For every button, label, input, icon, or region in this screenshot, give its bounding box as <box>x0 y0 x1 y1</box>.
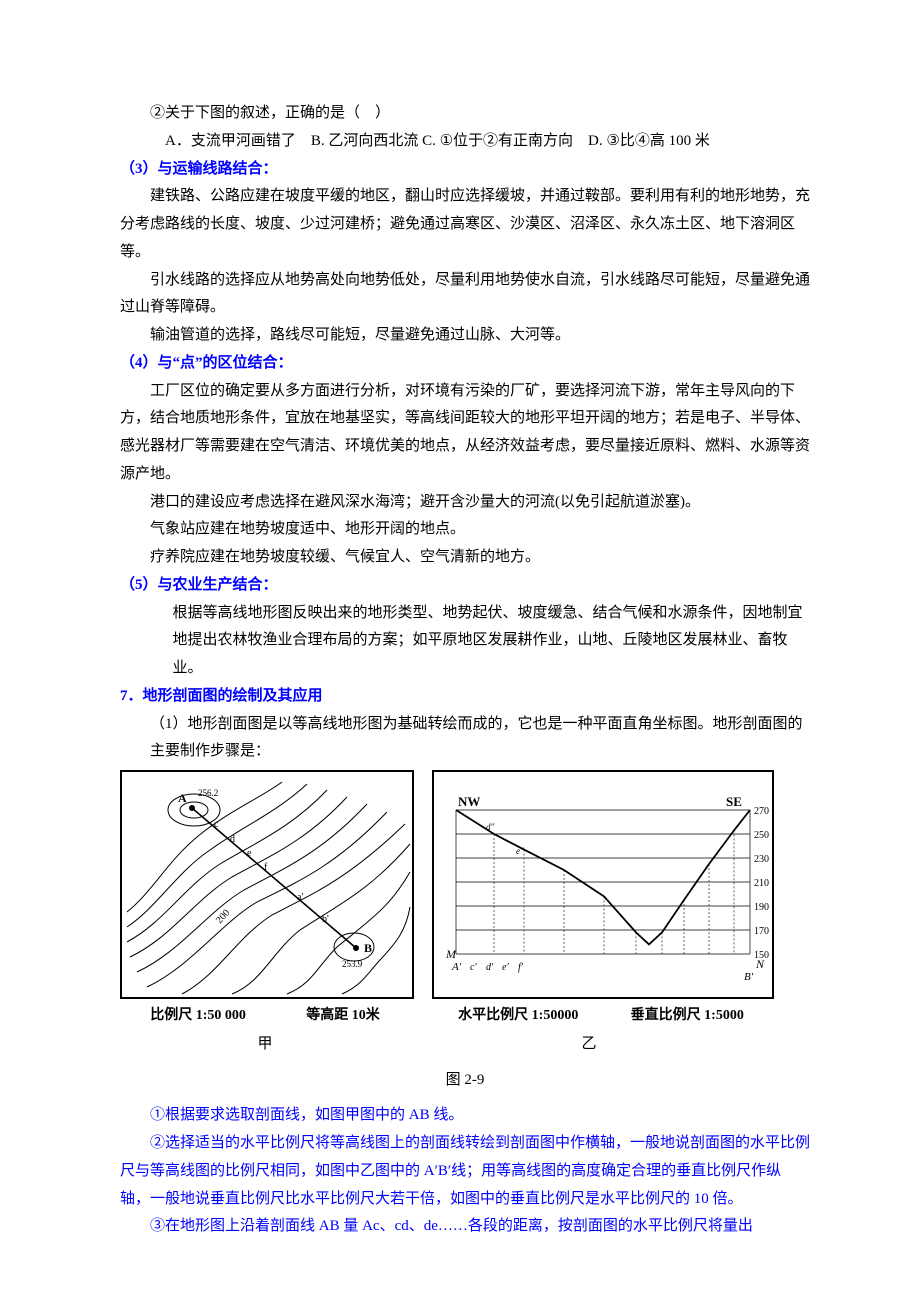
svg-text:f': f' <box>518 962 524 973</box>
point-A-elev: 256.2 <box>198 788 218 798</box>
svg-text:c': c' <box>470 962 477 973</box>
svg-text:250: 250 <box>754 830 769 841</box>
point-B-elev: 253.9 <box>342 959 363 969</box>
nw-label: NW <box>458 794 480 809</box>
question-2-options: A．支流甲河画错了 B. 乙河向西北流 C. ①位于②有正南方向 D. ③比④高… <box>120 128 810 156</box>
step-2: ②选择适当的水平比例尺将等高线图上的剖面线转绘到剖面图中作横轴，一般地说剖面图的… <box>120 1130 810 1213</box>
svg-text:e': e' <box>502 962 509 973</box>
svg-text:270: 270 <box>754 806 769 817</box>
contour-interval-label: 等高距 10米 <box>306 1003 380 1029</box>
contour-map: A 256.2 B 253.9 c d e f a' b' 200 <box>120 770 414 999</box>
contour-svg: A 256.2 B 253.9 c d e f a' b' 200 <box>122 772 412 997</box>
svg-text:a': a' <box>297 892 303 903</box>
section-4-p3: 气象站应建在地势坡度适中、地形开阔的地点。 <box>120 516 810 544</box>
document-page: ②关于下图的叙述，正确的是（ ） A．支流甲河画错了 B. 乙河向西北流 C. … <box>0 0 920 1301</box>
section-7-intro: （1）地形剖面图是以等高线地形图为基础转绘而成的，它也是一种平面直角坐标图。地形… <box>120 711 810 767</box>
svg-text:170: 170 <box>754 926 769 937</box>
svg-text:e: e <box>247 848 252 859</box>
svg-text:210: 210 <box>754 878 769 889</box>
profile-svg: NW SE <box>434 772 772 997</box>
section-7-title: 7．地形剖面图的绘制及其应用 <box>120 683 810 711</box>
profile-hscale-label: 水平比例尺 1:50000 <box>458 1003 578 1029</box>
contour-panel: A 256.2 B 253.9 c d e f a' b' 200 比例尺 1:… <box>120 770 414 1029</box>
sub-labels-row: 甲 乙 <box>120 1031 768 1059</box>
svg-text:c: c <box>214 819 219 830</box>
section-3-p3: 输油管道的选择，路线尽可能短，尽量避免通过山脉、大河等。 <box>120 322 810 350</box>
section-4-p2: 港口的建设应考虑选择在避风深水海湾；避开含沙量大的河流(以免引起航道淤塞)。 <box>120 489 810 517</box>
point-B-label: B <box>364 941 372 955</box>
section-5-p1: 根据等高线地形图反映出来的地形类型、地势起伏、坡度缓急、结合气候和水源条件，因地… <box>120 600 810 683</box>
section-4-p1: 工厂区位的确定要从多方面进行分析，对环境有污染的厂矿，要选择河流下游，常年主导风… <box>120 378 810 489</box>
profile-vscale-label: 垂直比例尺 1:5000 <box>631 1003 744 1029</box>
section-5-title: （5）与农业生产结合： <box>120 572 810 600</box>
section-3-p2: 引水线路的选择应从地势高处向地势低处，尽量利用地势使水自流，引水线路尽可能短，尽… <box>120 267 810 323</box>
section-3-title: （3）与运输线路结合： <box>120 156 810 184</box>
contour-sub-label: 甲 <box>120 1031 410 1059</box>
svg-text:d'': d'' <box>486 822 495 832</box>
svg-text:d: d <box>230 834 235 845</box>
N-label: N <box>755 957 765 971</box>
figure-title: 图 2-9 <box>120 1067 810 1095</box>
point-A-label: A <box>178 791 187 805</box>
step-3: ③在地形图上沿着剖面线 AB 量 Ac、cd、de……各段的距离，按剖面图的水平… <box>120 1213 810 1241</box>
section-4-title: （4）与“点”的区位结合： <box>120 350 810 378</box>
Bprime-label: B' <box>744 971 754 983</box>
svg-text:b': b' <box>322 914 329 925</box>
question-2-stem: ②关于下图的叙述，正确的是（ ） <box>120 100 810 128</box>
section-3-p1: 建铁路、公路应建在坡度平缓的地区，翻山时应选择缓坡，并通过鞍部。要利用有利的地形… <box>120 183 810 266</box>
Aprime-label: A' <box>451 961 462 973</box>
M-label: M <box>445 947 457 961</box>
step-1: ①根据要求选取剖面线，如图甲图中的 AB 线。 <box>120 1102 810 1130</box>
svg-text:230: 230 <box>754 854 769 865</box>
figure-2-9: A 256.2 B 253.9 c d e f a' b' 200 比例尺 1:… <box>120 770 810 1029</box>
contour-scale-label: 比例尺 1:50 000 <box>150 1003 246 1029</box>
profile-panel: NW SE <box>432 770 774 1029</box>
profile-chart: NW SE <box>432 770 774 999</box>
svg-text:d': d' <box>486 962 494 973</box>
profile-sub-label: 乙 <box>410 1031 768 1059</box>
se-label: SE <box>726 794 742 809</box>
section-4-p4: 疗养院应建在地势坡度较缓、气候宜人、空气清新的地方。 <box>120 544 810 572</box>
svg-text:190: 190 <box>754 902 769 913</box>
svg-text:e'': e'' <box>516 846 525 856</box>
